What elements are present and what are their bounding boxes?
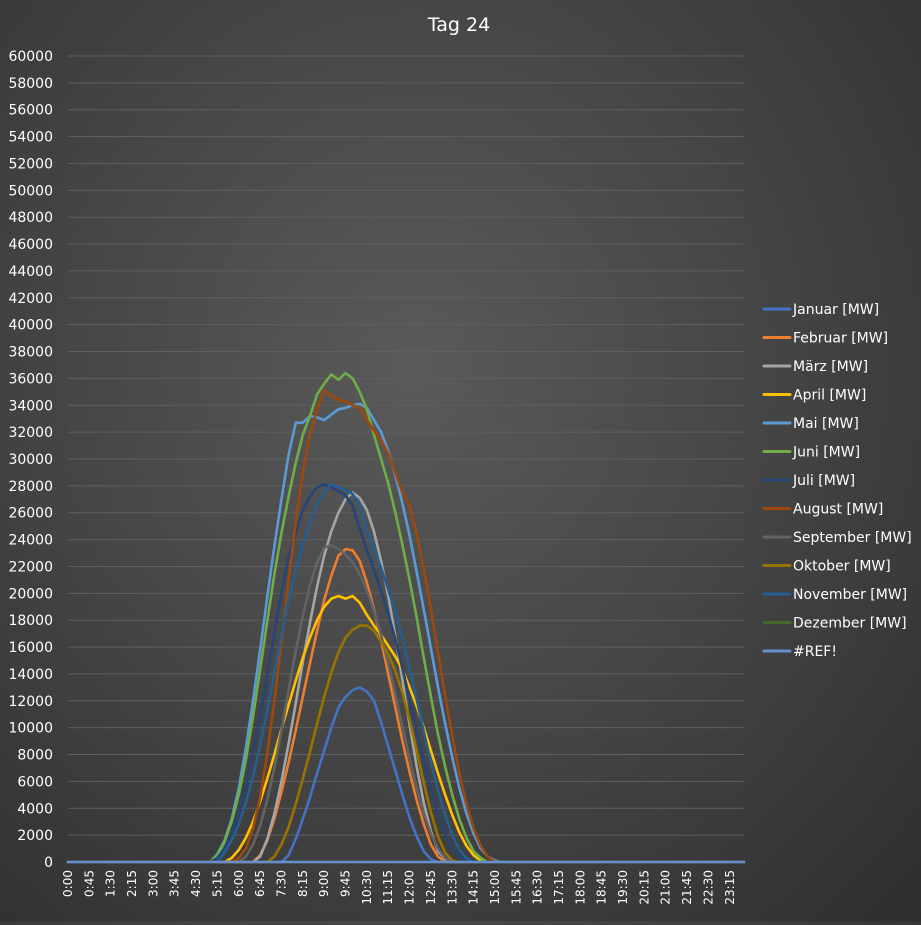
y-tick-label: 22000 bbox=[8, 559, 53, 575]
y-tick-label: 2000 bbox=[17, 828, 53, 844]
y-tick-label: 42000 bbox=[8, 291, 53, 307]
y-tick-label: 10000 bbox=[8, 721, 53, 737]
x-tick-label: 0:00 bbox=[61, 870, 75, 897]
y-tick-label: 6000 bbox=[17, 774, 53, 790]
x-tick-label: 20:15 bbox=[637, 870, 651, 905]
x-tick-label: 15:45 bbox=[509, 870, 523, 905]
y-tick-label: 28000 bbox=[8, 479, 53, 495]
x-tick-label: 18:45 bbox=[595, 870, 609, 905]
series-lines bbox=[66, 371, 746, 864]
x-tick-label: 5:15 bbox=[210, 870, 224, 897]
y-tick-label: 40000 bbox=[8, 318, 53, 334]
legend-label: März [MW] bbox=[793, 359, 868, 375]
y-tick-label: 44000 bbox=[8, 264, 53, 280]
x-tick-label: 2:15 bbox=[125, 870, 139, 897]
y-tick-label: 12000 bbox=[8, 694, 53, 710]
y-tick-label: 24000 bbox=[8, 533, 53, 549]
y-tick-label: 48000 bbox=[8, 210, 53, 226]
x-tick-label: 14:15 bbox=[467, 870, 481, 905]
x-tick-label: 8:15 bbox=[296, 870, 310, 897]
y-tick-label: 14000 bbox=[8, 667, 53, 683]
legend-label: August [MW] bbox=[793, 502, 883, 518]
legend-label: Mai [MW] bbox=[793, 416, 859, 432]
y-tick-label: 30000 bbox=[8, 452, 53, 468]
x-tick-label: 13:30 bbox=[445, 870, 459, 905]
series-line-8 bbox=[66, 389, 746, 864]
y-tick-label: 8000 bbox=[17, 748, 53, 764]
x-tick-label: 11:15 bbox=[381, 870, 395, 905]
x-tick-label: 6:00 bbox=[232, 870, 246, 897]
x-tick-label: 18:00 bbox=[573, 870, 587, 905]
y-tick-label: 16000 bbox=[8, 640, 53, 656]
y-tick-label: 54000 bbox=[8, 130, 53, 146]
y-tick-label: 50000 bbox=[8, 183, 53, 199]
y-tick-label: 38000 bbox=[8, 345, 53, 361]
x-tick-label: 12:00 bbox=[403, 870, 417, 905]
y-tick-label: 60000 bbox=[8, 49, 53, 65]
x-tick-label: 3:00 bbox=[146, 870, 160, 897]
x-tick-label: 17:15 bbox=[552, 870, 566, 905]
x-tick-label: 0:45 bbox=[82, 870, 96, 897]
y-axis-ticks: 0 2000 4000 6000 8000 10000 12000 14000 16000 180… bbox=[8, 49, 53, 871]
legend: Januar [MW] Februar [MW] März [MW] April [M… bbox=[762, 302, 912, 660]
y-tick-label: 32000 bbox=[8, 425, 53, 441]
x-tick-label: 15:00 bbox=[488, 870, 502, 905]
legend-label: Oktober [MW] bbox=[793, 559, 891, 575]
series-line-6 bbox=[66, 371, 746, 864]
series-line-5 bbox=[66, 402, 746, 864]
series-line-1 bbox=[66, 686, 746, 864]
x-tick-label: 9:00 bbox=[317, 870, 331, 897]
y-tick-label: 4000 bbox=[17, 801, 53, 817]
x-tick-label: 9:45 bbox=[339, 870, 353, 897]
legend-label: April [MW] bbox=[793, 388, 866, 404]
x-tick-label: 7:30 bbox=[274, 870, 288, 897]
y-tick-label: 26000 bbox=[8, 506, 53, 522]
x-tick-label: 3:45 bbox=[168, 870, 182, 897]
legend-label: Juni [MW] bbox=[792, 445, 860, 461]
legend-label: Januar [MW] bbox=[792, 302, 879, 318]
x-tick-label: 21:00 bbox=[659, 870, 673, 905]
x-axis-ticks: 0:00 0:45 1:30 2:15 3:00 3:45 4:30 5:15 6:00 6:45… bbox=[61, 870, 737, 905]
x-tick-label: 16:30 bbox=[531, 870, 545, 905]
y-tick-label: 46000 bbox=[8, 237, 53, 253]
x-tick-label: 12:45 bbox=[424, 870, 438, 905]
x-tick-label: 6:45 bbox=[253, 870, 267, 897]
x-tick-label: 10:30 bbox=[360, 870, 374, 905]
legend-label: Dezember [MW] bbox=[793, 616, 907, 632]
y-tick-label: 58000 bbox=[8, 76, 53, 92]
series-line-4 bbox=[66, 594, 746, 864]
y-tick-label: 56000 bbox=[8, 103, 53, 119]
x-tick-label: 21:45 bbox=[680, 870, 694, 905]
legend-label: September [MW] bbox=[793, 530, 912, 546]
chart-title: Tag 24 bbox=[427, 14, 490, 36]
y-tick-label: 20000 bbox=[8, 586, 53, 602]
x-tick-label: 19:30 bbox=[616, 870, 630, 905]
legend-label: #REF! bbox=[793, 644, 837, 660]
y-tick-label: 34000 bbox=[8, 398, 53, 414]
y-tick-label: 52000 bbox=[8, 156, 53, 172]
x-tick-label: 23:15 bbox=[723, 870, 737, 905]
y-tick-label: 18000 bbox=[8, 613, 53, 629]
x-tick-label: 22:30 bbox=[701, 870, 715, 905]
x-tick-label: 1:30 bbox=[104, 870, 118, 897]
legend-label: November [MW] bbox=[793, 587, 907, 603]
x-tick-label: 4:30 bbox=[189, 870, 203, 897]
gridlines bbox=[68, 55, 744, 863]
y-tick-label: 36000 bbox=[8, 371, 53, 387]
y-tick-label: 0 bbox=[44, 855, 53, 871]
legend-label: Juli [MW] bbox=[792, 473, 855, 489]
legend-label: Februar [MW] bbox=[793, 331, 888, 347]
